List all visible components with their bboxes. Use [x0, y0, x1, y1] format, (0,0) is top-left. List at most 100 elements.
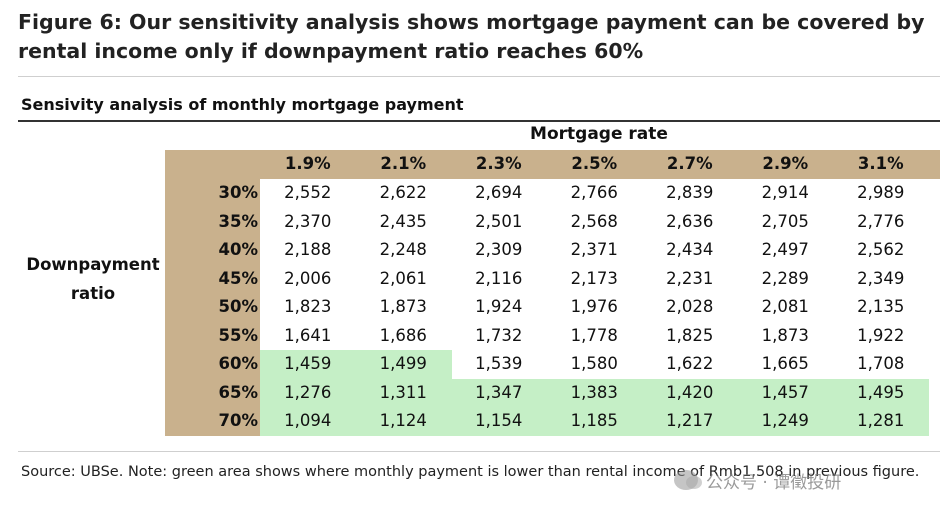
table-cell: 1,217	[666, 411, 714, 430]
highlight-cell-bg	[260, 378, 356, 408]
table-cell: 1,249	[761, 411, 809, 430]
watermark-text: 公众号 · 谭徵投研	[706, 472, 842, 493]
table-cell: 1,641	[284, 325, 332, 345]
table-cell: 1,708	[857, 354, 905, 373]
table-cell: 1,873	[761, 325, 809, 345]
table-cell: 1,154	[475, 411, 523, 430]
ratio-header-cell: 65%	[218, 382, 259, 402]
table-cell: 1,539	[475, 354, 523, 373]
table-cell: 2,552	[284, 183, 332, 202]
rate-header-band	[165, 150, 940, 179]
highlight-cell-bg	[737, 378, 834, 408]
table-title: Sensivity analysis of monthly mortgage p…	[21, 95, 464, 114]
highlight-cell-bg	[260, 407, 356, 436]
table-cell: 1,383	[570, 382, 618, 402]
table-cell: 1,823	[284, 297, 332, 316]
table-cell: 2,028	[666, 297, 714, 316]
table-cell: 2,501	[475, 211, 523, 231]
table-cell: 2,562	[857, 240, 905, 259]
highlight-cell-bg	[451, 407, 547, 436]
table-cell: 2,349	[857, 268, 905, 288]
figure-title: Figure 6: Our sensitivity analysis shows…	[18, 10, 925, 63]
bottom-divider	[18, 451, 940, 452]
table-cell: 1,732	[475, 325, 523, 345]
ratio-header-cell: 60%	[218, 354, 259, 373]
rate-header-cell: 2.3%	[475, 154, 522, 173]
table-cell: 1,420	[666, 382, 714, 402]
table-cell: 2,248	[379, 240, 427, 259]
table-cell: 2,766	[570, 183, 618, 202]
table-cell: 2,116	[475, 268, 523, 288]
highlight-cell-bg	[737, 407, 834, 436]
table-cell: 1,665	[761, 354, 809, 373]
table-cell: 1,347	[475, 382, 523, 402]
rate-header-cell: 3.1%	[857, 154, 904, 173]
highlight-cell-bg	[355, 350, 452, 379]
highlight-cell-bg	[642, 378, 738, 408]
watermark: 公众号 · 谭徵投研	[674, 465, 841, 495]
top-divider	[18, 76, 940, 77]
highlight-cell-bg	[546, 378, 643, 408]
rate-header-cell: 1.9%	[284, 154, 331, 173]
ratio-header-cell: 50%	[218, 297, 259, 316]
ratio-header-cell: 30%	[218, 183, 259, 202]
table-cell: 2,173	[570, 268, 618, 288]
ratio-header-cell: 70%	[218, 411, 259, 430]
highlight-cell-bg	[355, 407, 452, 436]
highlight-cell-bg	[451, 378, 547, 408]
table-cell: 2,289	[761, 268, 809, 288]
table-cell: 1,580	[570, 354, 618, 373]
table-cell: 2,006	[284, 268, 332, 288]
table-cell: 2,776	[857, 211, 905, 231]
ratio-header-cell: 35%	[218, 211, 259, 231]
table-cell: 2,497	[761, 240, 809, 259]
rate-header-cell: 2.9%	[762, 154, 809, 173]
table-cell: 2,435	[379, 211, 427, 231]
table-cell: 2,568	[570, 211, 618, 231]
table-cell: 1,311	[379, 382, 427, 402]
table-cell: 2,188	[284, 240, 332, 259]
table-cell: 2,081	[761, 297, 809, 316]
table-cell: 1,499	[379, 354, 427, 373]
highlight-cell-bg	[260, 350, 356, 379]
table-cell: 1,976	[570, 297, 618, 316]
table-cell: 2,839	[666, 183, 714, 202]
table-cell: 1,185	[570, 411, 618, 430]
title-divider	[18, 120, 940, 122]
table-cell: 2,135	[857, 297, 905, 316]
table-cell: 1,281	[857, 411, 905, 430]
table-cell: 2,705	[761, 211, 809, 231]
table-cell: 1,686	[379, 325, 427, 345]
table-cell: 1,094	[284, 411, 332, 430]
table-cell: 2,309	[475, 240, 523, 259]
highlight-cell-bg	[355, 378, 452, 408]
table-cell: 1,622	[666, 354, 714, 373]
rate-header-cell: 2.1%	[380, 154, 427, 173]
ratio-header-cell: 55%	[218, 325, 259, 345]
highlight-cell-bg	[546, 407, 643, 436]
row-header-label: Downpayment ratio	[26, 255, 160, 303]
highlight-cell-bg	[642, 407, 738, 436]
table-cell: 2,370	[284, 211, 332, 231]
ratio-header-band	[165, 179, 260, 436]
table-cell: 2,989	[857, 183, 905, 202]
table-cell: 2,231	[666, 268, 714, 288]
table-cell: 1,124	[379, 411, 427, 430]
table-cell: 1,276	[284, 382, 332, 402]
ratio-header-cell: 40%	[218, 240, 259, 259]
table-cell: 1,457	[761, 382, 809, 402]
table-cell: 1,825	[666, 325, 714, 345]
table-cell: 1,924	[475, 297, 523, 316]
ratio-header-cell: 45%	[218, 268, 259, 288]
table-cell: 1,459	[284, 354, 332, 373]
table-cell: 2,061	[379, 268, 427, 288]
table-cell: 1,495	[857, 382, 905, 402]
highlight-cell-bg	[833, 378, 929, 408]
column-header-label: Mortgage rate	[530, 124, 668, 144]
table-cell: 2,434	[666, 240, 714, 259]
table-cell: 2,694	[475, 183, 523, 202]
rate-header-cell: 2.7%	[666, 154, 713, 173]
table-cell: 1,922	[857, 325, 905, 345]
table-cell: 2,636	[666, 211, 714, 231]
table-cell: 2,622	[379, 183, 427, 202]
